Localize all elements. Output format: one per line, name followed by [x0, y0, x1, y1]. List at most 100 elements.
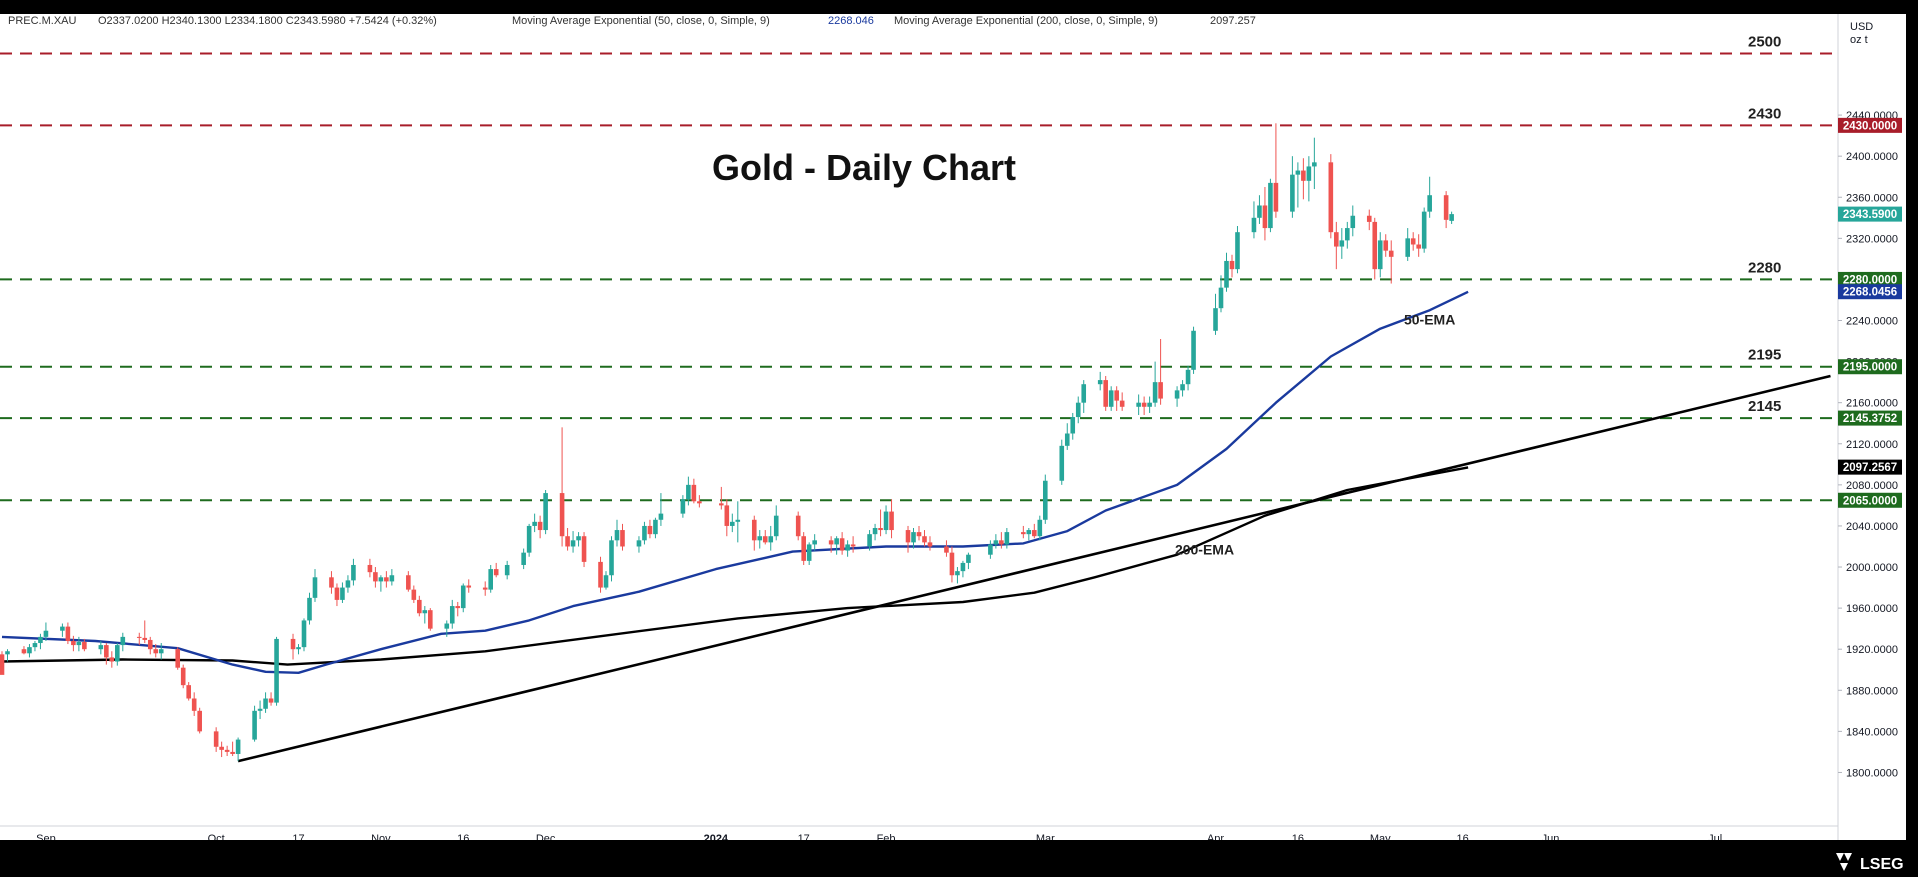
candle-down	[1410, 232, 1416, 251]
candle-body	[521, 552, 526, 565]
candle-body	[213, 731, 219, 747]
candle-up	[27, 644, 32, 658]
candle-up	[988, 540, 993, 559]
price-badges: 2430.0000 2280.0000 2195.0000 2145.3752 2065…	[1838, 117, 1902, 508]
candle-up	[812, 534, 817, 551]
candle-up	[460, 583, 466, 613]
candle-body	[1108, 390, 1114, 407]
level-badge: 2430.0000	[1843, 120, 1897, 132]
candle-up	[1344, 221, 1350, 249]
candle-down	[1334, 221, 1339, 270]
candle-up	[955, 567, 960, 584]
candle-down	[455, 601, 461, 617]
candle-body	[427, 610, 433, 629]
y-tick-label: 1800.0000	[1846, 767, 1898, 779]
badge-ema50-bg	[1838, 284, 1902, 300]
candle-down	[0, 651, 5, 675]
candle-body	[966, 554, 971, 563]
candle-body	[76, 642, 82, 646]
candle-body	[1075, 402, 1081, 418]
candle-body	[1185, 369, 1191, 385]
candle-down	[268, 692, 274, 706]
candle-body	[493, 569, 499, 576]
candle-body	[614, 530, 620, 541]
axis-unit: oz t	[1850, 34, 1868, 46]
candle-body	[719, 503, 724, 506]
candle-body	[1191, 330, 1196, 370]
candle-down	[1372, 217, 1378, 280]
candle-body	[1235, 232, 1240, 270]
candle-body	[1042, 480, 1048, 520]
candle-body	[219, 746, 224, 750]
candle-body	[1218, 287, 1224, 309]
header-ema50-value: 2268.046	[828, 15, 874, 27]
candle-up	[449, 599, 455, 629]
candle-body	[1257, 205, 1262, 218]
candle-body	[65, 626, 71, 641]
candle-up	[834, 536, 839, 555]
level-badge-bg	[1838, 117, 1902, 133]
candle-body	[697, 501, 702, 504]
candle-body	[922, 536, 927, 543]
x-tick-label: Jun	[1542, 833, 1560, 840]
candle-body	[290, 638, 296, 650]
x-tick-label: Nov	[371, 833, 391, 840]
candle-up	[521, 548, 526, 570]
candle-down	[290, 633, 296, 660]
candle-up	[1235, 226, 1240, 274]
candle-up	[76, 636, 82, 652]
candle-up	[658, 493, 664, 526]
candle-body	[186, 685, 191, 699]
level-badge-bg	[1838, 492, 1902, 508]
candle-body	[905, 530, 911, 543]
candle-up	[1377, 232, 1383, 278]
candle-up	[389, 569, 395, 586]
candle-body	[340, 587, 345, 600]
candle-up	[1339, 228, 1345, 259]
candle-down	[1383, 234, 1389, 257]
y-tick-label: 2080.0000	[1846, 480, 1898, 492]
candle-body	[180, 667, 186, 686]
chart-canvas[interactable]: PREC.M.XAU O2337.0200 H2340.1300 L2334.1…	[0, 14, 1906, 840]
candle-body	[417, 599, 422, 614]
y-tick-label: 1920.0000	[1846, 644, 1898, 656]
candle-body	[115, 645, 120, 662]
candle-up	[1097, 371, 1103, 391]
candle-down	[411, 585, 417, 603]
candle-body	[537, 521, 543, 531]
candle-body	[158, 649, 164, 654]
candle-down	[762, 530, 768, 545]
candle-up	[1251, 201, 1257, 239]
candle-down	[367, 558, 373, 578]
candle-body	[1427, 195, 1432, 212]
level-label: 2195	[1748, 347, 1781, 364]
ema200-group	[1, 466, 1469, 666]
candle-body	[0, 654, 5, 675]
candle-body	[175, 649, 181, 668]
level-badge-bg	[1838, 410, 1902, 426]
candle-up	[768, 525, 774, 551]
header-ema200-label: Moving Average Exponential (200, close, …	[894, 15, 1158, 27]
candle-body	[71, 640, 76, 646]
badge-price: 2343.5900	[1843, 209, 1897, 221]
candle-body	[1032, 530, 1037, 537]
candle-body	[296, 647, 301, 650]
candle-up	[1257, 195, 1262, 224]
header-ema200-value: 2097.257	[1210, 15, 1256, 27]
candle-up	[883, 505, 889, 535]
candle-up	[867, 530, 872, 551]
candle-up	[296, 644, 301, 655]
candle-body	[43, 630, 49, 637]
candle-up	[603, 571, 609, 590]
candle-down	[795, 511, 801, 541]
candle-body	[872, 527, 878, 535]
candle-down	[1366, 209, 1372, 231]
candle-body	[301, 620, 307, 648]
candle-body	[191, 698, 197, 711]
x-tick-label: 16	[1456, 833, 1468, 840]
candle-body	[1377, 240, 1383, 270]
candle-body	[104, 645, 109, 658]
candles	[0, 123, 1454, 762]
candle-up	[1218, 275, 1224, 313]
candle-down	[1301, 158, 1306, 200]
